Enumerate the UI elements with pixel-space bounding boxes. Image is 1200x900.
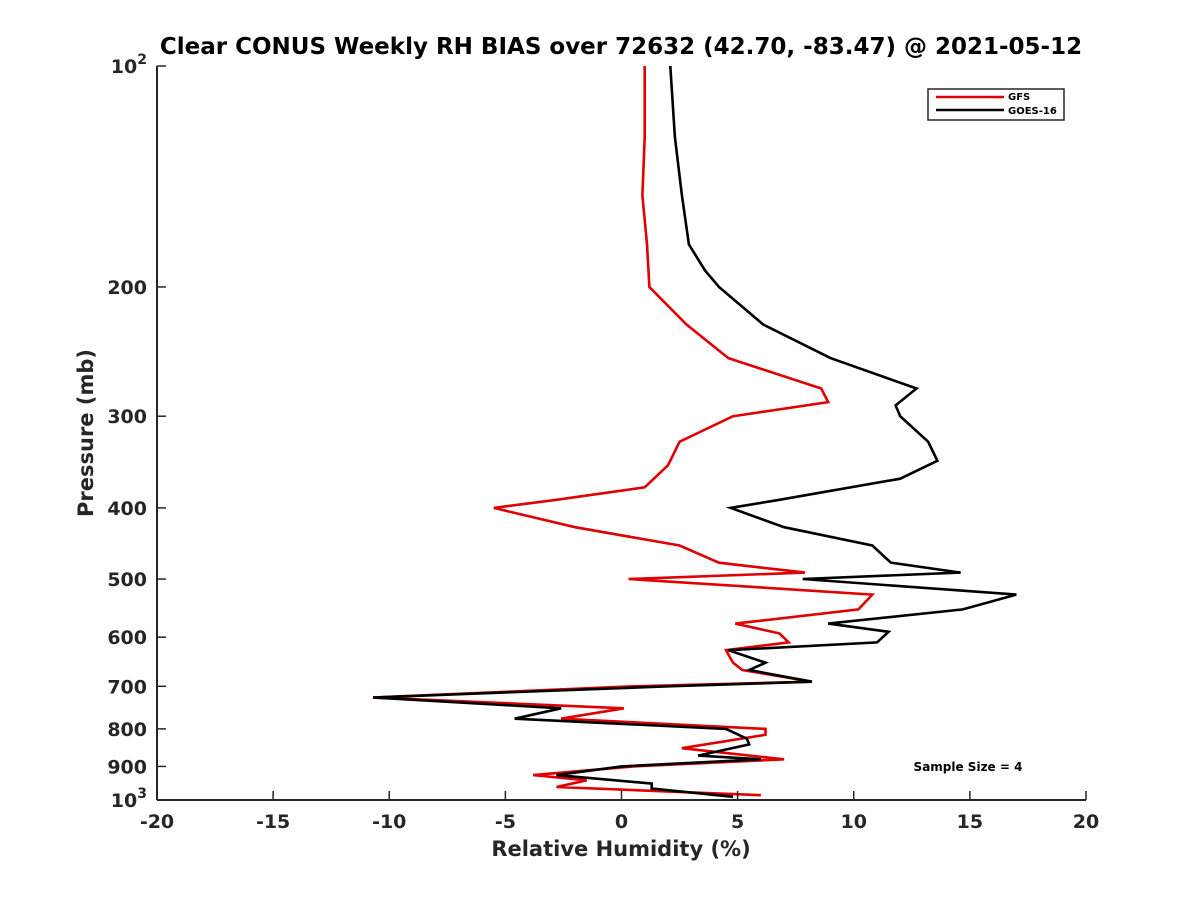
y-tick-label: 600 — [107, 627, 147, 649]
legend-label-gfs: GFS — [1008, 92, 1030, 103]
series-layer — [372, 65, 1017, 799]
series-line-gfs — [372, 66, 876, 797]
y-tick-label: 200 — [107, 277, 147, 299]
y-tick-label: 500 — [107, 569, 147, 591]
y-tick-label: 800 — [107, 719, 147, 741]
x-tick-label: 10 — [841, 811, 867, 833]
y-tick-label: 103 — [111, 786, 147, 812]
y-axis-label: Pressure (mb) — [74, 349, 98, 517]
y-tick-label: 700 — [107, 676, 147, 698]
x-tick-label: -10 — [372, 811, 406, 833]
y-ticks: 102 200 300 400 500 600 700 800 900 103 — [107, 52, 166, 812]
x-tick-label: -15 — [256, 811, 290, 833]
y-tick-label: 400 — [107, 498, 147, 520]
series-line-goes16 — [372, 65, 1017, 799]
y-tick-label: 102 — [111, 52, 147, 78]
axes-layer — [156, 66, 1086, 801]
x-tick-label: 15 — [957, 811, 983, 833]
x-tick-label: 0 — [615, 811, 628, 833]
x-ticks: -20 -15 -10 -5 0 5 10 15 20 — [140, 791, 1099, 833]
x-tick-label: 5 — [731, 811, 744, 833]
y-tick-label: 300 — [107, 406, 147, 428]
legend-label-goes16: GOES-16 — [1008, 106, 1057, 117]
chart-title: Clear CONUS Weekly RH BIAS over 72632 (4… — [160, 34, 1082, 60]
x-tick-label: -20 — [140, 811, 174, 833]
x-axis-label: Relative Humidity (%) — [491, 837, 750, 861]
legend: GFS GOES-16 — [927, 88, 1065, 121]
legend-box — [927, 88, 1065, 121]
x-tick-label: 20 — [1073, 811, 1099, 833]
sample-size-annotation: Sample Size = 4 — [914, 760, 1023, 774]
y-tick-label: 900 — [107, 756, 147, 778]
x-tick-label: -5 — [495, 811, 516, 833]
plot-area: -20 -15 -10 -5 0 5 10 15 20 102 200 300 400 500 600 70… — [107, 52, 1099, 833]
